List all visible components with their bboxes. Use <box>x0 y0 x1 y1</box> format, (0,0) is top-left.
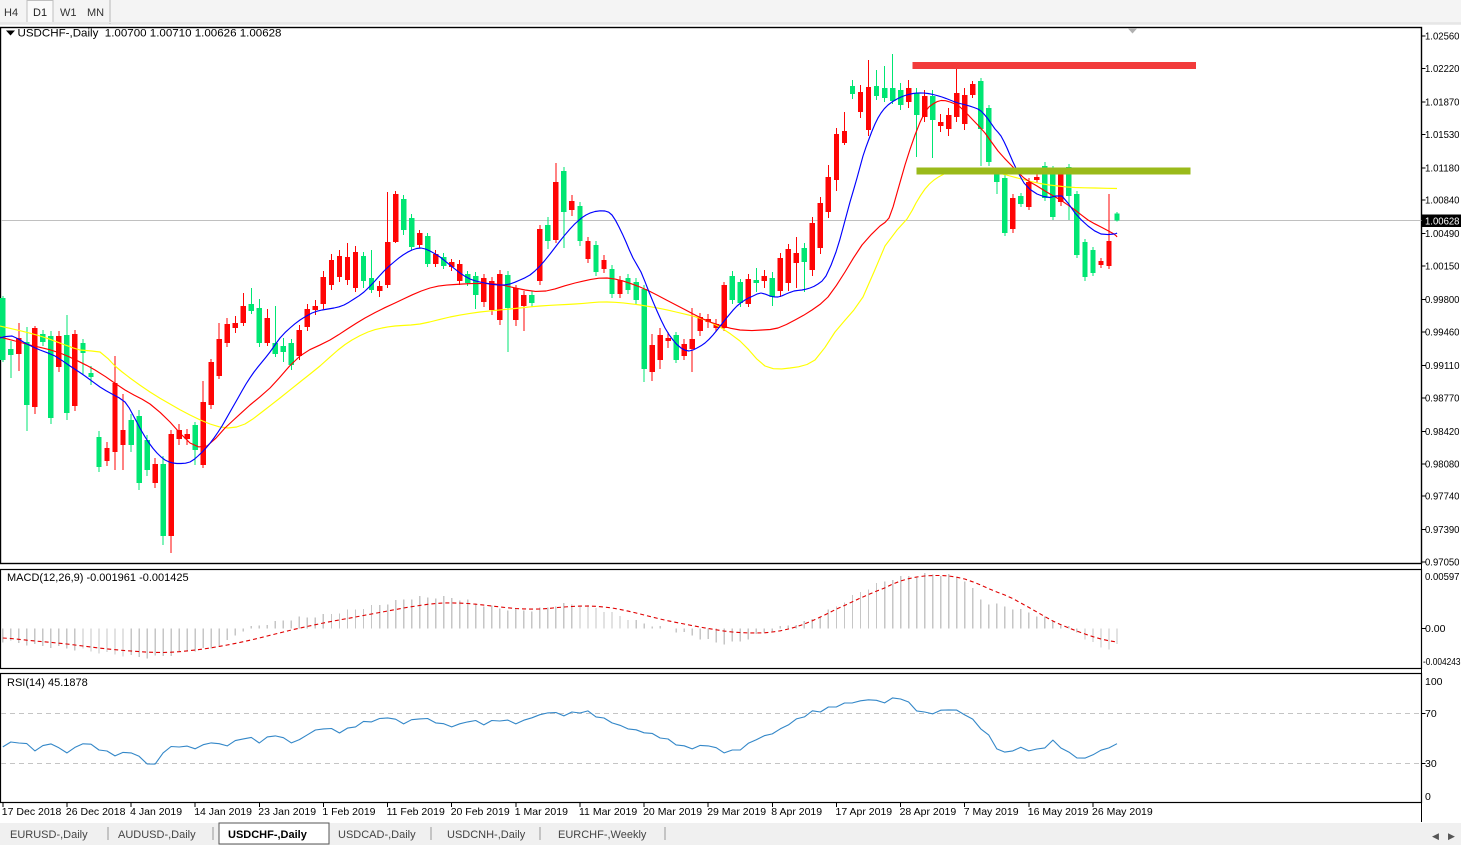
svg-text:-0.004243: -0.004243 <box>1423 656 1461 668</box>
svg-text:0.98080: 0.98080 <box>1425 458 1460 470</box>
svg-text:20 Feb 2019: 20 Feb 2019 <box>451 806 510 818</box>
svg-text:MN: MN <box>87 7 104 19</box>
svg-text:1.00840: 1.00840 <box>1425 195 1460 207</box>
svg-text:MACD(12,26,9) -0.001961 -0.001: MACD(12,26,9) -0.001961 -0.001425 <box>7 572 189 584</box>
svg-text:USDCHF-,Daily: USDCHF-,Daily <box>228 829 308 841</box>
svg-text:0.99800: 0.99800 <box>1425 294 1460 306</box>
svg-text:1.00628: 1.00628 <box>1425 216 1460 228</box>
svg-text:1.02560: 1.02560 <box>1425 31 1460 43</box>
svg-text:26 May 2019: 26 May 2019 <box>1092 806 1153 818</box>
svg-text:RSI(14) 45.1878: RSI(14) 45.1878 <box>7 677 88 689</box>
svg-text:0.99110: 0.99110 <box>1425 360 1460 372</box>
svg-text:16 May 2019: 16 May 2019 <box>1028 806 1089 818</box>
svg-text:W1: W1 <box>60 7 77 19</box>
svg-text:0.97050: 0.97050 <box>1425 557 1460 569</box>
svg-text:70: 70 <box>1425 708 1437 720</box>
svg-text:17 Apr 2019: 17 Apr 2019 <box>836 806 893 818</box>
svg-text:1.01530: 1.01530 <box>1425 129 1460 141</box>
svg-text:14 Jan 2019: 14 Jan 2019 <box>194 806 252 818</box>
svg-text:7 May 2019: 7 May 2019 <box>964 806 1019 818</box>
svg-text:1.00150: 1.00150 <box>1425 261 1460 273</box>
svg-text:0.97390: 0.97390 <box>1425 524 1460 536</box>
svg-text:0.00597: 0.00597 <box>1425 571 1460 583</box>
svg-text:0.00: 0.00 <box>1425 623 1446 635</box>
svg-text:4 Jan 2019: 4 Jan 2019 <box>130 806 182 818</box>
svg-text:▶: ▶ <box>1448 831 1455 841</box>
svg-text:1.02220: 1.02220 <box>1425 63 1460 75</box>
svg-text:20 Mar 2019: 20 Mar 2019 <box>643 806 702 818</box>
svg-text:1 Feb 2019: 1 Feb 2019 <box>322 806 375 818</box>
svg-text:0.98420: 0.98420 <box>1425 426 1460 438</box>
svg-text:11 Mar 2019: 11 Mar 2019 <box>579 806 637 818</box>
svg-text:EURUSD-,Daily: EURUSD-,Daily <box>10 829 88 841</box>
svg-text:H4: H4 <box>4 7 18 19</box>
svg-text:0: 0 <box>1425 791 1431 803</box>
svg-text:11 Feb 2019: 11 Feb 2019 <box>387 806 445 818</box>
svg-text:0.99460: 0.99460 <box>1425 327 1460 339</box>
svg-text:17 Dec 2018: 17 Dec 2018 <box>2 806 62 818</box>
svg-text:EURCHF-,Weekly: EURCHF-,Weekly <box>558 829 647 841</box>
svg-text:30: 30 <box>1425 758 1437 770</box>
svg-text:1 Mar 2019: 1 Mar 2019 <box>515 806 568 818</box>
svg-text:1.01870: 1.01870 <box>1425 96 1460 108</box>
svg-text:23 Jan 2019: 23 Jan 2019 <box>258 806 316 818</box>
svg-text:USDCNH-,Daily: USDCNH-,Daily <box>447 829 526 841</box>
svg-text:29 Mar 2019: 29 Mar 2019 <box>707 806 766 818</box>
svg-text:D1: D1 <box>33 7 47 19</box>
svg-text:1.00490: 1.00490 <box>1425 228 1460 240</box>
svg-text:USDCAD-,Daily: USDCAD-,Daily <box>338 829 416 841</box>
svg-text:◀: ◀ <box>1432 831 1439 841</box>
svg-text:USDCHF-,Daily 1.00700 1.00710: USDCHF-,Daily 1.00700 1.00710 1.00626 1.… <box>18 28 282 40</box>
svg-text:26 Dec 2018: 26 Dec 2018 <box>66 806 126 818</box>
svg-text:100: 100 <box>1425 676 1443 688</box>
svg-text:1.01180: 1.01180 <box>1425 162 1460 174</box>
svg-text:AUDUSD-,Daily: AUDUSD-,Daily <box>118 829 196 841</box>
svg-text:28 Apr 2019: 28 Apr 2019 <box>900 806 957 818</box>
svg-text:8 Apr 2019: 8 Apr 2019 <box>771 806 822 818</box>
svg-text:0.97740: 0.97740 <box>1425 491 1460 503</box>
svg-text:0.98770: 0.98770 <box>1425 392 1460 404</box>
